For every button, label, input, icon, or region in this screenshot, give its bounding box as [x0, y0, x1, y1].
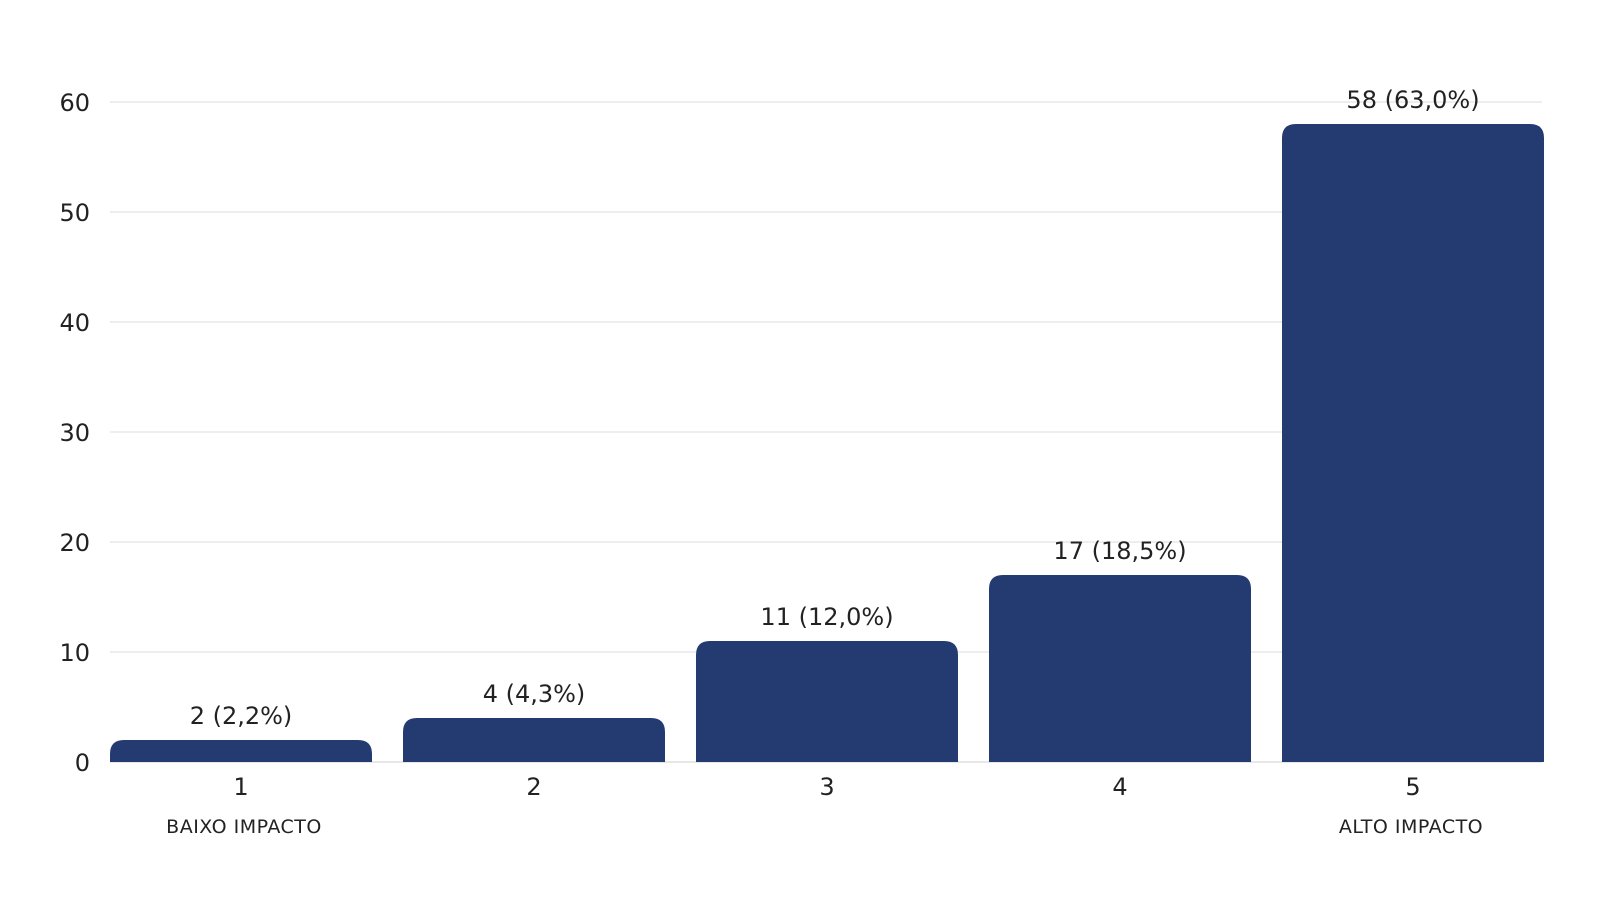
x-tick-label-5: 5 — [1405, 773, 1420, 801]
y-tick-label: 20 — [59, 529, 90, 557]
y-tick-label: 10 — [59, 639, 90, 667]
data-label-1: 2 (2,2%) — [190, 702, 293, 730]
x-tick-label-4: 4 — [1112, 773, 1127, 801]
axis-annotations: BAIXO IMPACTO ALTO IMPACTO — [166, 816, 1483, 838]
data-label-3: 11 (12,0%) — [760, 603, 893, 631]
data-labels: 2 (2,2%) 4 (4,3%) 11 (12,0%) 17 (18,5%) 58 (… — [190, 86, 1480, 730]
y-tick-label: 30 — [59, 419, 90, 447]
y-tick-label: 0 — [75, 749, 90, 777]
low-impact-annotation: BAIXO IMPACTO — [166, 816, 322, 838]
bar-1 — [110, 740, 372, 762]
y-tick-label: 60 — [59, 89, 90, 117]
y-tick-label: 40 — [59, 309, 90, 337]
y-tick-label: 50 — [59, 199, 90, 227]
data-label-2: 4 (4,3%) — [483, 680, 586, 708]
x-tick-label-3: 3 — [819, 773, 834, 801]
x-tick-label-2: 2 — [526, 773, 541, 801]
gridlines — [110, 101, 1542, 763]
data-label-5: 58 (63,0%) — [1346, 86, 1479, 114]
high-impact-annotation: ALTO IMPACTO — [1339, 816, 1483, 838]
bar-3 — [696, 641, 958, 762]
x-tick-label-1: 1 — [233, 773, 248, 801]
bar-2 — [403, 718, 665, 762]
bar-4 — [989, 575, 1251, 762]
bar-5 — [1282, 124, 1544, 762]
y-axis-tick-labels: 0 10 20 30 40 50 60 — [59, 89, 90, 777]
data-label-4: 17 (18,5%) — [1053, 537, 1186, 565]
x-axis-tick-labels: 1 2 3 4 5 — [233, 773, 1420, 801]
bars — [110, 124, 1544, 762]
